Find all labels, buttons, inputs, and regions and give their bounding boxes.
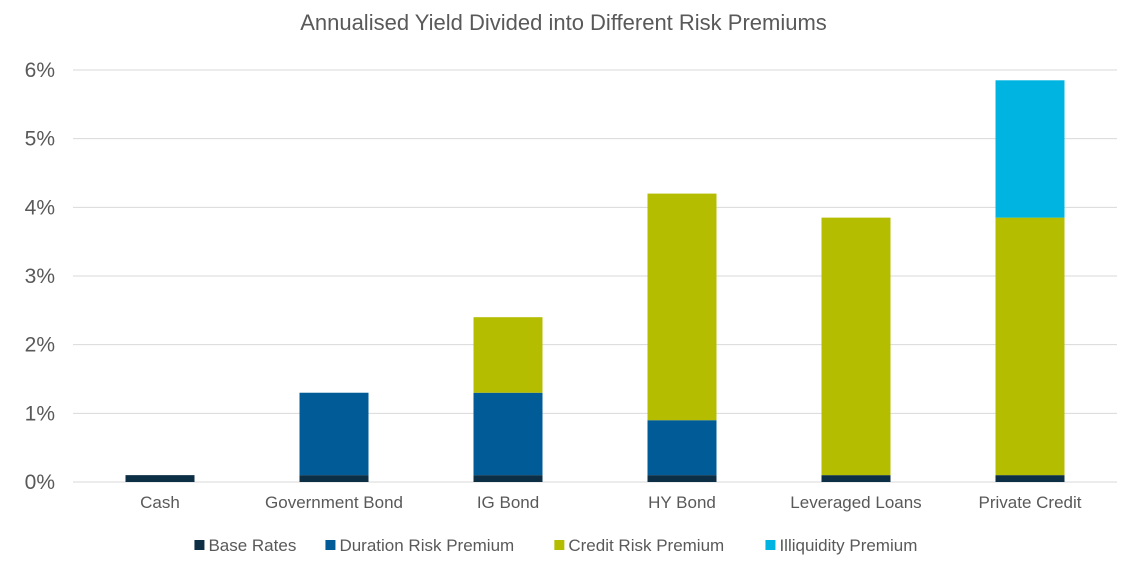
legend-label: Base Rates bbox=[208, 536, 296, 555]
bar-segment bbox=[299, 475, 369, 482]
bar-segment bbox=[647, 193, 717, 421]
y-tick-label: 0% bbox=[25, 471, 55, 494]
legend-swatch bbox=[765, 540, 776, 550]
bar-segment bbox=[995, 217, 1065, 476]
legend-swatch bbox=[554, 540, 565, 550]
x-tick-label: Leveraged Loans bbox=[790, 493, 921, 512]
x-tick-label: IG Bond bbox=[477, 493, 539, 512]
x-tick-label: Cash bbox=[140, 493, 180, 512]
legend-swatch bbox=[194, 540, 205, 550]
x-tick-label: Government Bond bbox=[265, 493, 403, 512]
bar-segment bbox=[995, 475, 1065, 482]
y-tick-label: 6% bbox=[25, 59, 55, 82]
bar-segment bbox=[473, 475, 543, 482]
legend-label: Illiquidity Premium bbox=[779, 536, 917, 555]
chart-title: Annualised Yield Divided into Different … bbox=[300, 10, 827, 35]
bar-segment bbox=[125, 475, 195, 482]
bar-segment bbox=[473, 392, 543, 476]
bar-segment bbox=[473, 317, 543, 393]
y-tick-label: 2% bbox=[25, 334, 55, 357]
legend-label: Credit Risk Premium bbox=[568, 536, 724, 555]
bar-segment bbox=[299, 392, 369, 476]
legend-swatch bbox=[325, 540, 336, 550]
y-tick-label: 4% bbox=[25, 196, 55, 219]
y-tick-label: 1% bbox=[25, 402, 55, 425]
bar-segment bbox=[995, 80, 1065, 218]
bar-segment bbox=[821, 475, 891, 482]
y-tick-label: 5% bbox=[25, 128, 55, 151]
bar-segment bbox=[821, 217, 891, 476]
bar-segment bbox=[647, 475, 717, 482]
y-tick-label: 3% bbox=[25, 265, 55, 288]
bar-segment bbox=[647, 420, 717, 476]
x-tick-label: Private Credit bbox=[979, 493, 1082, 512]
legend-label: Duration Risk Premium bbox=[339, 536, 514, 555]
x-tick-label: HY Bond bbox=[648, 493, 716, 512]
